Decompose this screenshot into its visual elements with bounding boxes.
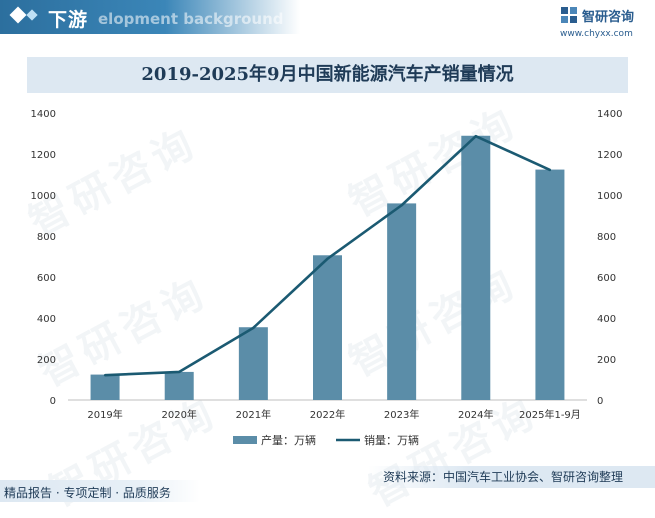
y2-tick-label: 1400 — [597, 109, 622, 120]
source-text: 资料来源：中国汽车工业协会、智研咨询整理 — [383, 470, 624, 484]
header-banner: 下游 elopment background 智研咨询 www.chyxx.co… — [0, 0, 655, 48]
bar-production — [461, 135, 491, 400]
y2-tick-label: 1000 — [597, 191, 622, 202]
y2-tick-label: 600 — [597, 273, 616, 284]
y2-tick-label: 0 — [597, 396, 603, 407]
bar-production — [535, 169, 565, 400]
chart-svg: 0 200 400 600 800 1000 1200 1400 0 200 400 600 800 10… — [31, 109, 623, 447]
y2-tick-label: 200 — [597, 355, 616, 366]
x-tick-label: 2019年 — [87, 408, 122, 421]
y-tick-label: 1000 — [31, 191, 56, 202]
logo-url: www.chyxx.com — [560, 29, 633, 39]
line-point-sales — [178, 370, 181, 374]
header-bar — [0, 0, 300, 34]
y2-tick-label: 800 — [597, 232, 616, 243]
source-bar — [368, 466, 655, 488]
bar-production — [238, 327, 268, 400]
line-point-sales — [400, 204, 403, 207]
y-tick-label: 600 — [37, 273, 56, 284]
chart-title-box: 2019-2025年9月中国新能源汽车产销量情况 — [27, 57, 628, 93]
x-tick-label: 2020年 — [161, 408, 196, 421]
x-tick-label: 2022年 — [310, 408, 345, 421]
y-tick-label: 800 — [37, 232, 56, 243]
section-subtitle: elopment background — [98, 10, 284, 28]
tagline-bar — [0, 480, 200, 502]
x-tick-label: 2021年 — [236, 408, 271, 421]
y-tick-label: 200 — [37, 355, 56, 366]
y2-tick-label: 400 — [597, 314, 616, 325]
footer: 资料来源：中国汽车工业协会、智研咨询整理 精品报告 · 专项定制 · 品质服务 — [0, 466, 655, 502]
y2-tick-label: 1200 — [597, 150, 622, 161]
chart-title: 2019-2025年9月中国新能源汽车产销量情况 — [141, 64, 514, 85]
logo-name: 智研咨询 — [582, 10, 635, 25]
x-tick-label: 2024年 — [458, 408, 493, 421]
x-tick-label: 2023年 — [384, 408, 419, 421]
logo-icon — [561, 7, 577, 23]
y-tick-label: 1200 — [31, 150, 56, 161]
y-tick-label: 0 — [50, 396, 56, 407]
line-point-sales — [548, 168, 552, 172]
section-title: 下游 — [48, 9, 89, 31]
line-point-sales — [474, 134, 477, 138]
y-tick-label: 400 — [37, 314, 56, 325]
x-tick-label: 2025年1-9月 — [519, 408, 581, 421]
bar-production — [164, 371, 194, 400]
bar-production — [90, 374, 120, 400]
bar-production — [313, 255, 342, 400]
legend-label-production: 产量：万辆 — [261, 433, 316, 447]
y-tick-label: 1400 — [31, 109, 56, 120]
legend-swatch-production — [233, 436, 257, 444]
line-point-sales — [252, 326, 255, 330]
line-point-sales — [326, 257, 329, 260]
brand-logo: 智研咨询 www.chyxx.com — [560, 5, 650, 43]
line-point-sales — [103, 373, 107, 377]
bar-production — [387, 203, 417, 400]
tagline-text: 精品报告 · 专项定制 · 品质服务 — [4, 486, 171, 500]
legend-label-sales: 销量：万辆 — [364, 433, 419, 447]
